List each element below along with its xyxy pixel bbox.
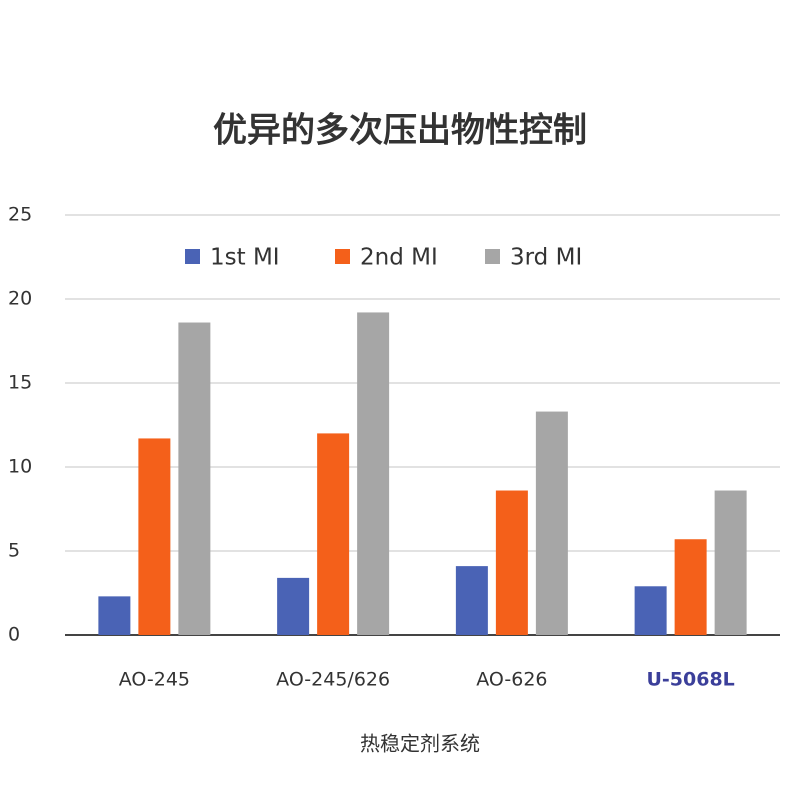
bar (317, 433, 350, 635)
legend-label: 2nd MI (360, 245, 438, 271)
bar (455, 566, 488, 635)
bar (714, 490, 747, 635)
x-tick-label: AO-626 (476, 669, 547, 691)
chart-title: 优异的多次压出物性控制 (213, 111, 587, 151)
y-tick-label: 0 (8, 624, 20, 646)
legend-swatch (485, 249, 500, 264)
bar (634, 586, 667, 635)
bar (98, 596, 131, 635)
bar (277, 577, 310, 635)
bar (674, 539, 707, 635)
y-tick-label: 25 (8, 204, 32, 226)
legend-label: 1st MI (210, 245, 280, 271)
y-tick-label: 20 (8, 288, 32, 310)
y-tick-label: 5 (8, 540, 20, 562)
bar (178, 322, 211, 635)
legend-label: 3rd MI (510, 245, 582, 271)
legend-swatch (185, 249, 200, 264)
bar (357, 312, 390, 635)
bar (535, 411, 568, 635)
x-tick-label: AO-245/626 (276, 669, 390, 691)
x-tick-label: AO-245 (119, 669, 190, 691)
legend-swatch (335, 249, 350, 264)
x-tick-label: U-5068L (646, 669, 734, 691)
bar (495, 490, 528, 635)
y-tick-label: 15 (8, 372, 32, 394)
x-axis-label: 热稳定剂系统 (360, 732, 480, 756)
bar (138, 438, 171, 635)
y-tick-label: 10 (8, 456, 32, 478)
